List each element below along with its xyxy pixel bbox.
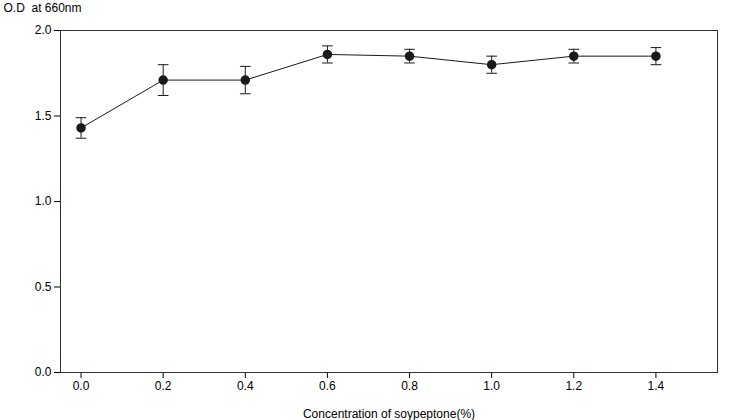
svg-text:1.0: 1.0 <box>35 194 52 208</box>
svg-text:1.4: 1.4 <box>648 379 665 393</box>
svg-text:O.D at 660nm: O.D at 660nm <box>4 1 82 15</box>
svg-text:0.2: 0.2 <box>155 379 172 393</box>
svg-text:2.0: 2.0 <box>35 23 52 37</box>
svg-text:1.0: 1.0 <box>483 379 500 393</box>
svg-text:0.5: 0.5 <box>35 280 52 294</box>
svg-text:1.5: 1.5 <box>35 109 52 123</box>
svg-text:0.0: 0.0 <box>73 379 90 393</box>
svg-text:0.8: 0.8 <box>401 379 418 393</box>
svg-text:0.0: 0.0 <box>35 365 52 379</box>
svg-text:0.4: 0.4 <box>237 379 254 393</box>
svg-text:1.2: 1.2 <box>565 379 582 393</box>
svg-text:Concentration of soypeptone(%): Concentration of soypeptone(%) <box>303 407 475 420</box>
svg-text:0.6: 0.6 <box>319 379 336 393</box>
